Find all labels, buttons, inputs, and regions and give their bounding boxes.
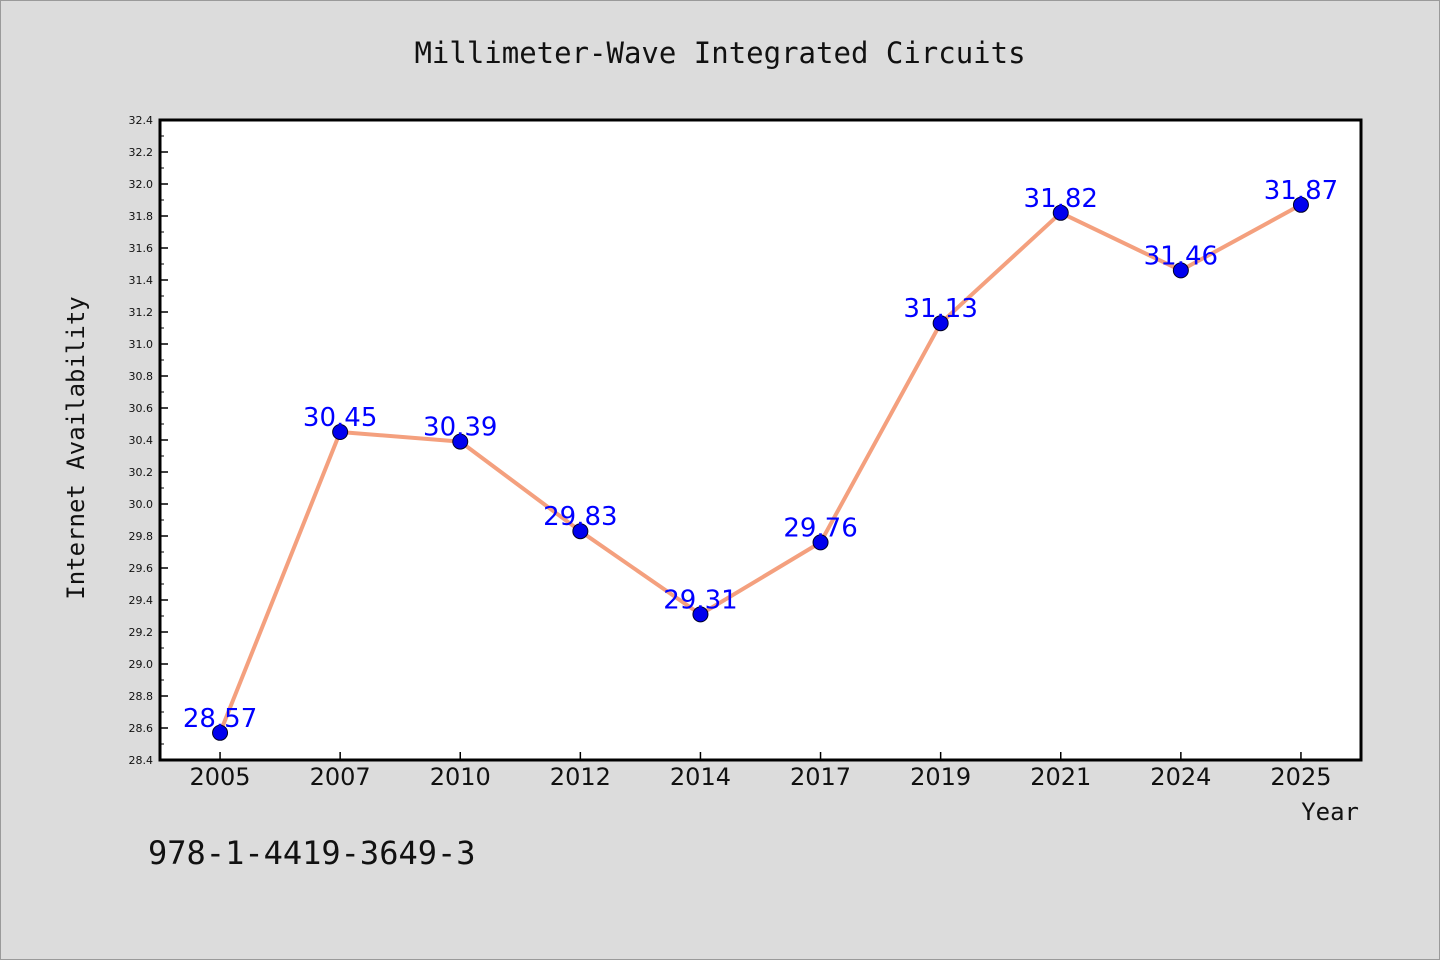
x-tick-label: 2005 xyxy=(190,763,251,791)
y-tick-label: 29.2 xyxy=(129,626,154,639)
data-label: 29.31 xyxy=(663,585,737,615)
x-tick-label: 2014 xyxy=(670,763,731,791)
x-tick-label: 2019 xyxy=(910,763,971,791)
y-tick-label: 31.6 xyxy=(129,242,154,255)
y-tick-label: 28.4 xyxy=(129,754,154,767)
y-tick-label: 29.6 xyxy=(129,562,154,575)
y-tick-label: 31.2 xyxy=(129,306,154,319)
x-axis-label: Year xyxy=(1301,798,1359,826)
y-tick-label: 30.4 xyxy=(129,434,154,447)
y-tick-label: 29.4 xyxy=(129,594,154,607)
y-tick-label: 29.8 xyxy=(129,530,154,543)
data-point xyxy=(572,523,589,540)
plot-border xyxy=(158,118,1363,762)
x-tick-label: 2024 xyxy=(1150,763,1211,791)
y-tick-label: 31.0 xyxy=(129,338,154,351)
y-tick-label: 30.6 xyxy=(129,402,154,415)
y-tick-label: 32.2 xyxy=(129,146,154,159)
y-tick-label: 28.8 xyxy=(129,690,154,703)
y-tick-label: 30.8 xyxy=(129,370,154,383)
data-point xyxy=(452,433,469,450)
y-tick-label: 30.2 xyxy=(129,466,154,479)
data-label: 31.87 xyxy=(1264,176,1338,206)
data-point xyxy=(812,534,829,551)
x-tick-label: 2017 xyxy=(790,763,851,791)
x-axis-ticks: 2005 2007 2010 2012 2014 2017 2019 2021 2024 2025 xyxy=(190,752,1331,791)
y-axis-ticks: 28.4 28.6 28.8 29.0 29.2 29.4 29.6 29.8 30.0 30.2… xyxy=(129,114,168,767)
data-label: 31.46 xyxy=(1144,241,1218,271)
x-tick-label: 2007 xyxy=(310,763,371,791)
data-point xyxy=(932,315,949,332)
plot-area xyxy=(160,120,1361,760)
data-labels: 28.57 30.45 30.39 29.83 29.31 29.76 31.13 31.82… xyxy=(183,176,1338,734)
x-tick-label: 2025 xyxy=(1270,763,1331,791)
y-tick-label: 31.8 xyxy=(129,210,154,223)
data-point xyxy=(1052,204,1069,221)
y-axis-label: Internet Availability xyxy=(62,296,90,599)
y-tick-label: 29.0 xyxy=(129,658,154,671)
data-label: 28.57 xyxy=(183,704,257,734)
data-label: 29.83 xyxy=(543,502,617,532)
data-point xyxy=(1292,196,1309,213)
y-tick-label: 32.0 xyxy=(129,178,154,191)
data-label: 30.39 xyxy=(423,413,497,443)
data-label: 31.13 xyxy=(903,294,977,324)
y-tick-label: 31.4 xyxy=(129,274,154,287)
y-tick-label: 32.4 xyxy=(129,114,154,127)
data-point xyxy=(332,424,349,440)
x-tick-label: 2021 xyxy=(1030,763,1091,791)
x-tick-label: 2012 xyxy=(550,763,611,791)
series-line xyxy=(218,202,1303,735)
y-tick-label: 28.6 xyxy=(129,722,154,735)
data-point xyxy=(1172,262,1189,279)
y-tick-label: 30.0 xyxy=(129,498,154,511)
data-label: 29.76 xyxy=(783,513,857,543)
chart-title: Millimeter-Wave Integrated Circuits xyxy=(414,36,1025,70)
data-point xyxy=(692,606,709,623)
x-tick-label: 2010 xyxy=(430,763,491,791)
series-group xyxy=(212,196,1309,741)
data-label: 31.82 xyxy=(1024,184,1098,214)
footnote-isbn: 978-1-4419-3649-3 xyxy=(148,834,476,872)
data-label: 30.45 xyxy=(303,403,377,433)
data-point xyxy=(212,724,229,741)
